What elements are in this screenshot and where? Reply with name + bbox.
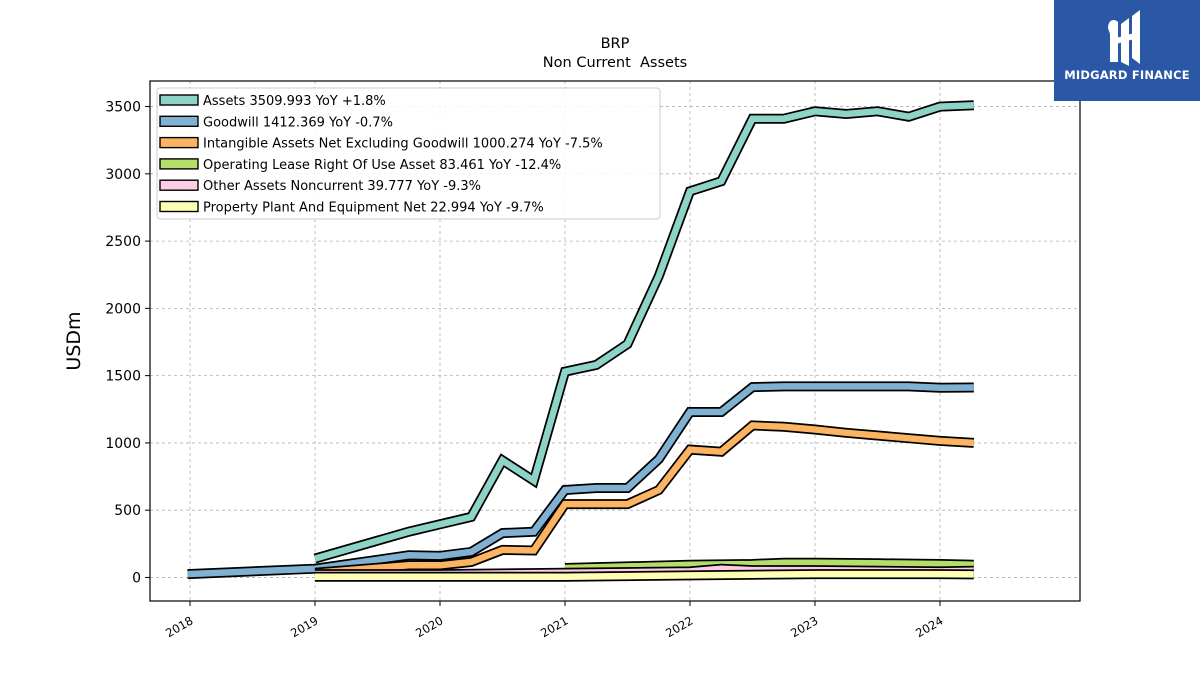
chart-title: BRP [601,36,630,52]
legend-entry-label: Goodwill 1412.369 YoY -0.7% [203,115,393,130]
legend-entry-label: Assets 3509.993 YoY +1.8% [203,94,386,109]
x-tick-label: 2019 [288,613,320,640]
x-tick-label: 2024 [913,613,945,640]
legend-swatch [159,158,199,170]
series-line-6 [315,570,974,581]
midgard-logo-icon [1108,10,1140,66]
x-tick-label: 2018 [163,613,195,640]
legend-swatch [159,94,199,106]
series-line-4 [564,559,974,572]
legend-entry-label: Other Assets Noncurrent 39.777 YoY -9.3% [203,179,481,194]
y-tick-label: 3000 [105,167,141,183]
series-line-1 [314,101,974,562]
y-tick-label: 2000 [105,301,141,317]
x-tick-label: 2021 [538,613,570,640]
y-tick-label: 1000 [105,436,141,452]
series-outline-2 [187,381,974,580]
y-tick-label: 3500 [105,100,141,116]
y-tick-label: 2500 [105,234,141,250]
x-tick-label: 2023 [788,613,820,640]
legend-entry-label: Intangible Assets Net Excluding Goodwill… [203,137,603,152]
brand-logo: MIDGARD FINANCE [1054,0,1200,101]
legend-swatch [159,136,199,149]
plot-frame [149,80,1081,602]
series-line-2 [187,383,974,578]
legend-box [156,87,661,220]
x-tick-label: 2020 [413,613,445,640]
legend-swatch [159,115,199,128]
y-tick-label: 500 [114,503,141,519]
legend-entry-label: Property Plant And Equipment Net 22.994 … [203,201,544,216]
series-lines [187,100,975,582]
legend-swatch [159,179,199,191]
series-line-3 [314,422,974,576]
y-axis-label: USDm [63,311,85,370]
legend-entry-label: Operating Lease Right Of Use Asset 83.46… [203,158,561,173]
legend: Assets 3509.993 YoY +1.8% Goodwill 1412.3… [156,87,661,220]
legend-swatch [159,200,199,213]
y-tick-label: 1500 [105,369,141,385]
y-tick-label: 0 [132,570,141,586]
chart-subtitle: Non Current Assets [543,55,687,71]
x-tick-label: 2022 [663,613,695,640]
brand-name: MIDGARD FINANCE [1064,68,1190,82]
